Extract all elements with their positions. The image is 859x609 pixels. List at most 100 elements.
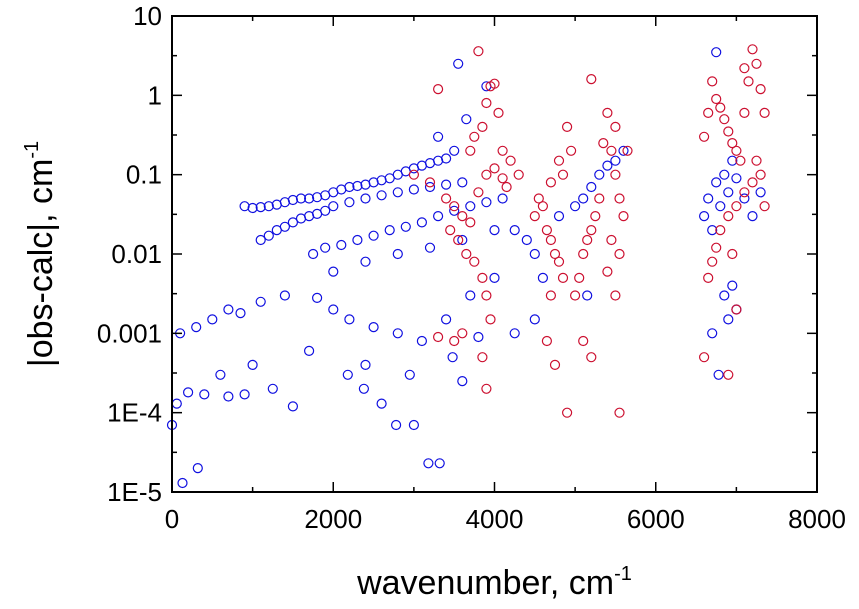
data-point-s0-29 xyxy=(235,308,246,319)
data-point-s1-56 xyxy=(586,225,597,236)
data-point-s1-53 xyxy=(574,272,585,283)
data-points xyxy=(166,44,770,489)
data-point-s0-134 xyxy=(747,211,758,222)
data-point-s0-1 xyxy=(177,477,188,489)
data-point-s0-96 xyxy=(481,197,492,208)
data-point-s0-141 xyxy=(727,280,738,291)
data-point-s0-109 xyxy=(509,225,520,236)
data-point-s0-122 xyxy=(529,314,540,325)
data-point-s1-9 xyxy=(497,145,508,156)
y-tick-label: 1E-5 xyxy=(107,477,162,507)
data-point-s1-97 xyxy=(731,201,742,212)
data-point-s0-12 xyxy=(376,398,387,409)
data-point-s1-26 xyxy=(469,256,480,267)
data-point-s0-48 xyxy=(295,193,307,204)
data-point-s0-35 xyxy=(368,322,379,333)
data-point-s1-91 xyxy=(739,63,750,74)
data-point-s0-23 xyxy=(360,359,371,370)
data-point-s1-40 xyxy=(549,248,561,260)
y-tick-label: 1E-4 xyxy=(107,398,162,428)
y-tick-label: 10 xyxy=(133,1,162,31)
data-point-s0-117 xyxy=(594,169,605,180)
data-point-s0-55 xyxy=(352,180,363,192)
data-point-s1-42 xyxy=(557,272,569,283)
data-point-s0-94 xyxy=(449,205,460,216)
data-point-s1-43 xyxy=(545,290,557,301)
data-point-s0-88 xyxy=(352,234,363,246)
data-point-s1-66 xyxy=(610,169,621,180)
data-point-s0-28 xyxy=(223,304,234,315)
data-point-s1-81 xyxy=(723,126,734,137)
data-point-s0-67 xyxy=(255,234,266,246)
data-point-s0-54 xyxy=(344,181,355,193)
data-point-s0-76 xyxy=(328,201,339,212)
data-point-s0-43 xyxy=(255,202,266,213)
data-point-s1-77 xyxy=(707,76,718,87)
data-point-s0-136 xyxy=(711,47,722,58)
data-point-s0-138 xyxy=(707,328,718,339)
data-point-s0-124 xyxy=(698,211,710,222)
data-point-s1-99 xyxy=(747,177,758,188)
data-point-s1-28 xyxy=(481,290,492,301)
data-point-s1-98 xyxy=(739,187,750,198)
data-point-s1-29 xyxy=(485,314,496,325)
data-point-s0-95 xyxy=(465,201,476,212)
data-point-s1-105 xyxy=(723,369,734,380)
data-point-s0-14 xyxy=(408,419,419,431)
data-point-s1-38 xyxy=(541,225,553,236)
data-point-s1-41 xyxy=(553,256,565,267)
data-point-s1-67 xyxy=(614,193,625,204)
data-point-s1-52 xyxy=(569,290,581,301)
data-point-s0-20 xyxy=(215,369,226,380)
data-point-s0-79 xyxy=(376,190,387,201)
data-point-s0-121 xyxy=(509,328,520,339)
data-point-s1-94 xyxy=(711,242,722,253)
data-point-s0-19 xyxy=(457,376,468,387)
data-point-s1-68 xyxy=(618,211,629,222)
data-point-s1-84 xyxy=(735,155,746,166)
data-point-s1-95 xyxy=(715,225,726,236)
data-point-s0-33 xyxy=(328,304,339,315)
data-point-s0-113 xyxy=(553,211,565,222)
data-point-s0-66 xyxy=(441,153,452,164)
data-point-s1-92 xyxy=(703,272,714,283)
data-point-s0-106 xyxy=(461,114,472,125)
data-point-s0-24 xyxy=(473,331,484,343)
data-point-s0-38 xyxy=(441,314,452,325)
y-tick-label: 0.1 xyxy=(126,160,162,190)
data-point-s0-10 xyxy=(342,369,353,380)
data-point-s1-75 xyxy=(698,131,710,142)
data-point-s1-90 xyxy=(759,107,770,119)
data-point-s0-44 xyxy=(263,201,274,212)
data-point-s0-70 xyxy=(279,221,290,232)
data-point-s0-130 xyxy=(723,187,734,198)
data-point-s0-92 xyxy=(416,217,427,228)
data-point-s0-126 xyxy=(707,225,718,236)
data-point-s1-65 xyxy=(598,138,609,149)
data-point-s0-16 xyxy=(434,458,445,469)
data-point-s1-50 xyxy=(545,177,557,188)
axis-ticks: 0 2000 4000 6000 8000 1E-5 1E-4 0.001 0.01 0.1 1 10 xyxy=(97,1,846,534)
data-point-s1-87 xyxy=(747,44,758,55)
y-tick-label: 1 xyxy=(148,80,162,110)
data-point-s0-9 xyxy=(287,401,298,412)
data-point-s1-78 xyxy=(711,93,722,105)
data-point-s0-115 xyxy=(578,193,589,204)
data-point-s0-17 xyxy=(447,352,458,363)
data-point-s0-127 xyxy=(711,177,722,188)
data-point-s1-58 xyxy=(594,193,605,204)
data-point-s0-139 xyxy=(719,290,730,301)
data-point-s0-111 xyxy=(529,248,540,260)
data-point-s0-27 xyxy=(207,314,218,325)
data-point-s0-87 xyxy=(336,239,347,251)
data-point-s1-0 xyxy=(473,46,484,57)
data-point-s1-36 xyxy=(533,193,544,204)
data-point-s1-55 xyxy=(582,234,593,246)
data-point-s0-7 xyxy=(239,389,250,400)
data-point-s0-31 xyxy=(279,290,290,301)
data-point-s1-31 xyxy=(449,335,460,347)
x-tick-label: 2000 xyxy=(304,504,362,534)
x-tick-label: 4000 xyxy=(466,504,524,534)
data-point-s1-74 xyxy=(622,145,633,156)
data-point-s0-120 xyxy=(618,145,629,156)
